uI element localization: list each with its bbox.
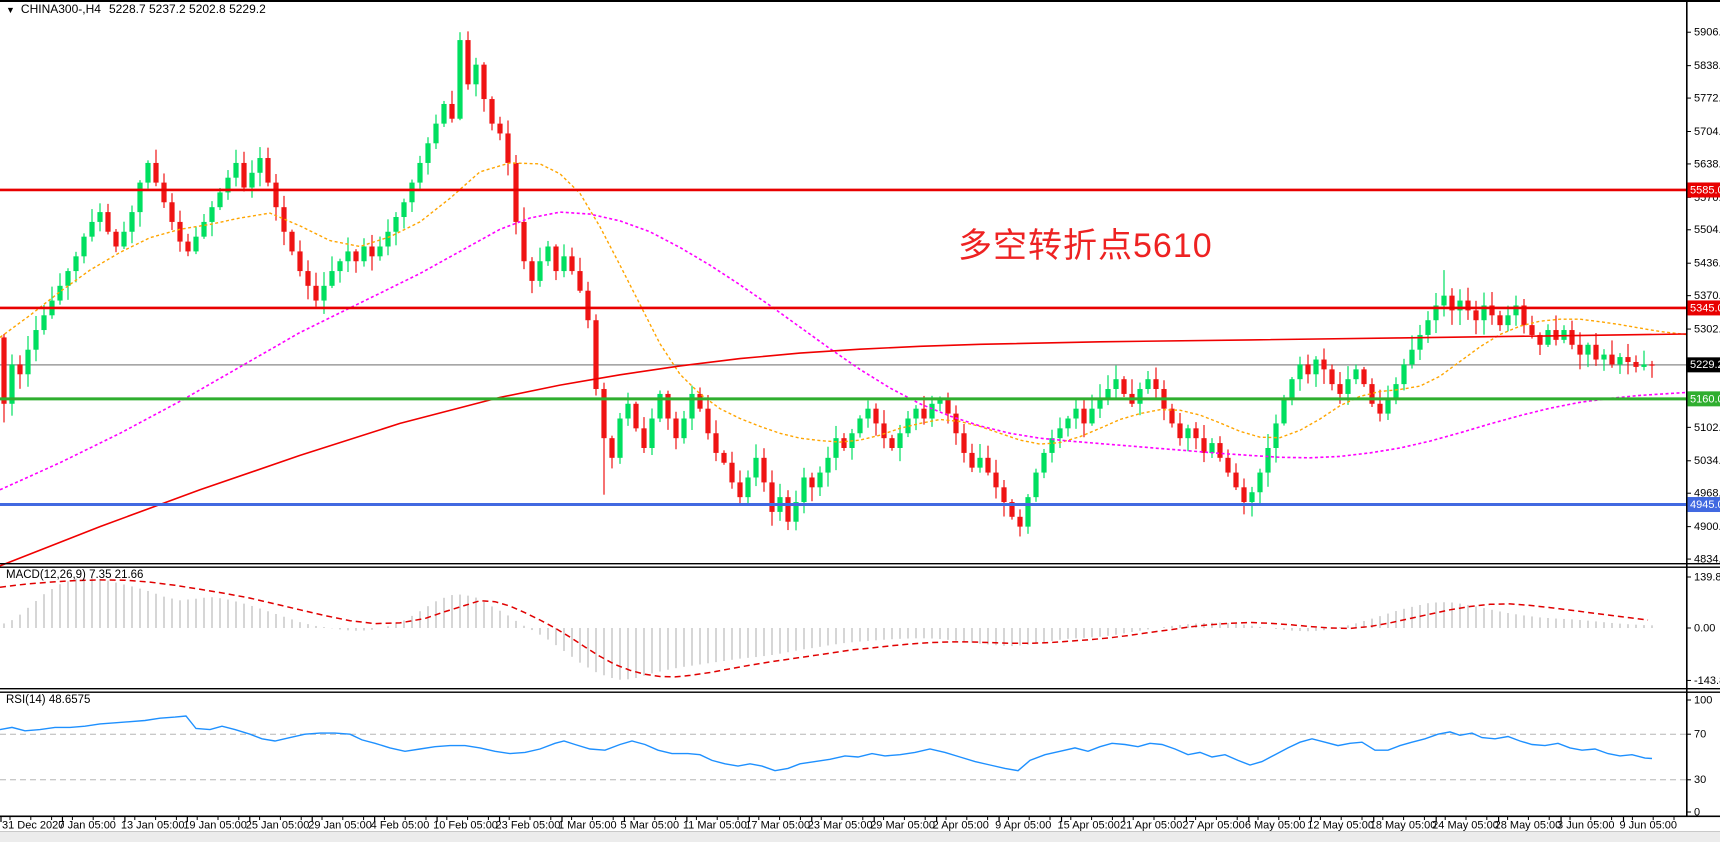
svg-text:17 Mar 05:00: 17 Mar 05:00 [745,819,810,831]
svg-text:29 Mar 05:00: 29 Mar 05:00 [870,819,935,831]
svg-text:5370.0: 5370.0 [1694,290,1720,302]
ohlc-values: 5228.7 5237.2 5202.8 5229.2 [109,2,266,16]
svg-text:5160.0: 5160.0 [1690,393,1720,405]
svg-text:18 May 05:00: 18 May 05:00 [1370,819,1437,831]
svg-text:4 Feb 05:00: 4 Feb 05:00 [371,819,430,831]
svg-text:21 Apr 05:00: 21 Apr 05:00 [1120,819,1182,831]
svg-text:5229.2: 5229.2 [1690,359,1720,371]
chart-title: ▼ CHINA300-,H4 5228.7 5237.2 5202.8 5229.2 [6,2,266,16]
svg-text:24 May 05:00: 24 May 05:00 [1432,819,1499,831]
svg-text:7 Jan 05:00: 7 Jan 05:00 [58,819,116,831]
rsi-panel[interactable] [0,716,1686,780]
ma-slow-red [0,334,1686,566]
macd-indicator-label: MACD(12,26,9) 7.35 21.66 [6,569,143,581]
macd-signal-line [0,580,1648,677]
svg-text:4945.0: 4945.0 [1690,499,1720,511]
rsi-line [0,716,1652,771]
main-price-panel[interactable] [0,31,1686,566]
rsi-value: 48.6575 [49,694,91,706]
svg-text:27 Apr 05:00: 27 Apr 05:00 [1182,819,1244,831]
svg-text:-143.82: -143.82 [1694,675,1720,687]
svg-text:11 Mar 05:00: 11 Mar 05:00 [683,819,747,831]
svg-text:4900.0: 4900.0 [1694,521,1720,533]
svg-text:5504.0: 5504.0 [1694,224,1720,236]
panel-borders [0,0,1720,817]
macd-name: MACD(12,26,9) [6,569,86,581]
macd-panel[interactable] [0,578,1652,680]
svg-text:0: 0 [1694,806,1700,818]
svg-text:5302.0: 5302.0 [1694,323,1720,335]
rsi-axis[interactable]: 100 70 30 0 [1686,694,1712,818]
svg-text:23 Mar 05:00: 23 Mar 05:00 [808,819,873,831]
svg-text:6 May 05:00: 6 May 05:00 [1245,819,1306,831]
svg-text:70: 70 [1694,729,1706,741]
svg-text:5906.0: 5906.0 [1694,27,1720,39]
rsi-name: RSI(14) [6,694,46,706]
svg-text:5436.0: 5436.0 [1694,258,1720,270]
svg-text:5345.0: 5345.0 [1690,302,1720,314]
svg-text:30: 30 [1694,774,1706,786]
svg-text:31 Dec 2020: 31 Dec 2020 [2,819,64,831]
svg-text:19 Jan 05:00: 19 Jan 05:00 [183,819,247,831]
svg-text:5838.0: 5838.0 [1694,60,1720,72]
status-bar [0,831,1720,842]
svg-text:23 Feb 05:00: 23 Feb 05:00 [496,819,561,831]
symbol-timeframe-label: CHINA300-,H4 [21,2,101,16]
svg-text:13 Jan 05:00: 13 Jan 05:00 [121,819,185,831]
svg-text:100: 100 [1694,694,1712,706]
macd-values: 7.35 21.66 [89,569,143,581]
candles [1,31,1654,536]
svg-text:2 Apr 05:00: 2 Apr 05:00 [933,819,989,831]
svg-text:139.86: 139.86 [1694,571,1720,583]
svg-text:5704.0: 5704.0 [1694,126,1720,138]
svg-text:4834.0: 4834.0 [1694,553,1720,565]
svg-text:5034.0: 5034.0 [1694,455,1720,467]
svg-text:9 Apr 05:00: 9 Apr 05:00 [995,819,1051,831]
svg-text:28 May 05:00: 28 May 05:00 [1495,819,1562,831]
svg-text:12 May 05:00: 12 May 05:00 [1307,819,1374,831]
svg-text:9 Jun 05:00: 9 Jun 05:00 [1620,819,1678,831]
svg-text:3 Jun 05:00: 3 Jun 05:00 [1557,819,1615,831]
rsi-indicator-label: RSI(14) 48.6575 [6,694,90,706]
macd-axis[interactable]: 139.86 0.00 -143.82 [1686,571,1720,686]
svg-text:25 Jan 05:00: 25 Jan 05:00 [246,819,310,831]
svg-text:5638.0: 5638.0 [1694,158,1720,170]
annotation-text: 多空转折点5610 [958,218,1213,267]
ma-fast-orange [0,163,1686,444]
svg-text:0.00: 0.00 [1694,622,1715,634]
svg-text:5102.0: 5102.0 [1694,422,1720,434]
svg-text:1 Mar 05:00: 1 Mar 05:00 [558,819,617,831]
svg-text:5 Mar 05:00: 5 Mar 05:00 [620,819,679,831]
svg-text:10 Feb 05:00: 10 Feb 05:00 [433,819,498,831]
svg-text:15 Apr 05:00: 15 Apr 05:00 [1058,819,1120,831]
svg-text:5585.0: 5585.0 [1690,184,1720,196]
symbol-dropdown-icon[interactable]: ▼ [6,5,15,15]
svg-text:29 Jan 05:00: 29 Jan 05:00 [308,819,372,831]
svg-text:5772.0: 5772.0 [1694,92,1720,104]
price-axis[interactable]: 5906.05838.05772.05704.05638.05570.05504… [1686,27,1720,566]
